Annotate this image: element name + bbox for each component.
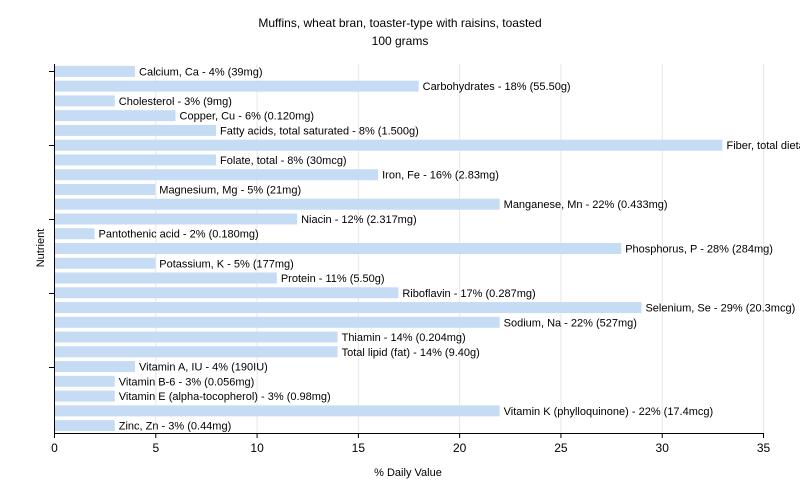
bar — [54, 316, 500, 328]
axes: 0 5 10 15 20 25 30 35 — [49, 64, 770, 455]
bar-label: Vitamin B-6 - 3% (0.056mg) — [119, 376, 255, 388]
bar — [54, 302, 642, 314]
bar — [54, 110, 176, 122]
bar-label: Fiber, total dietary - 33% (8.2g) — [726, 140, 800, 152]
bar — [54, 272, 277, 284]
bar-label: Vitamin A, IU - 4% (190IU) — [139, 362, 268, 374]
bar — [54, 257, 156, 269]
x-tick-label: 5 — [152, 441, 159, 455]
bar-label: Vitamin E (alpha-tocopherol) - 3% (0.98m… — [119, 391, 331, 403]
bar — [54, 65, 136, 77]
bar-label: Magnesium, Mg - 5% (21mg) — [159, 184, 301, 196]
bar — [54, 183, 156, 195]
bar — [54, 375, 115, 387]
bar-label: Riboflavin - 17% (0.287mg) — [402, 288, 535, 300]
bar — [54, 331, 338, 343]
bar-label: Phosphorus, P - 28% (284mg) — [625, 244, 773, 256]
x-tick-label: 0 — [51, 441, 58, 455]
bar-label: Vitamin K (phylloquinone) - 22% (17.4mcg… — [504, 406, 714, 418]
bar-label: Fatty acids, total saturated - 8% (1.500… — [220, 125, 419, 137]
x-tick-label: 30 — [656, 441, 670, 455]
bar — [54, 346, 338, 358]
bar-label: Total lipid (fat) - 14% (9.40g) — [342, 347, 480, 359]
x-axis-label: % Daily Value — [374, 467, 442, 479]
bar-label: Copper, Cu - 6% (0.120mg) — [180, 111, 315, 123]
bar — [54, 361, 136, 373]
bar-label: Carbohydrates - 18% (55.50g) — [423, 81, 571, 93]
bars: Calcium, Ca - 4% (39mg) Carbohydrates - 1… — [54, 65, 800, 433]
bar — [54, 198, 500, 210]
bar — [54, 139, 723, 151]
bar-label: Calcium, Ca - 4% (39mg) — [139, 66, 262, 78]
x-tick-label: 35 — [757, 441, 771, 455]
x-tick-label: 10 — [250, 441, 264, 455]
bar — [54, 169, 379, 181]
bar — [54, 420, 115, 432]
bar-label: Niacin - 12% (2.317mg) — [301, 214, 417, 226]
bar-label: Zinc, Zn - 3% (0.44mg) — [119, 421, 231, 433]
chart-subtitle: 100 grams — [372, 34, 429, 48]
bar-label: Iron, Fe - 16% (2.83mg) — [382, 170, 499, 182]
bar — [54, 154, 217, 166]
x-tick-label: 25 — [554, 441, 568, 455]
chart-title: Muffins, wheat bran, toaster-type with r… — [258, 16, 541, 30]
bar-label: Cholesterol - 3% (9mg) — [119, 96, 232, 108]
bar-label: Manganese, Mn - 22% (0.433mg) — [504, 199, 668, 211]
bar — [54, 390, 115, 402]
bar — [54, 228, 95, 240]
x-tick-label: 15 — [352, 441, 366, 455]
bar — [54, 243, 622, 254]
bar-label: Pantothenic acid - 2% (0.180mg) — [99, 229, 259, 241]
bar — [54, 124, 217, 136]
y-axis-label: Nutrient — [35, 229, 47, 268]
bar-label: Protein - 11% (5.50g) — [281, 273, 385, 285]
bar-label: Sodium, Na - 22% (527mg) — [504, 317, 637, 329]
bar — [54, 80, 419, 92]
bar — [54, 95, 115, 107]
bar-label: Potassium, K - 5% (177mg) — [159, 258, 293, 270]
bar — [54, 287, 399, 299]
x-tick-label: 20 — [453, 441, 467, 455]
bar — [54, 213, 298, 225]
bar-label: Selenium, Se - 29% (20.3mcg) — [645, 303, 795, 315]
bar-label: Folate, total - 8% (30mcg) — [220, 155, 347, 167]
bar-label: Thiamin - 14% (0.204mg) — [342, 332, 466, 344]
bar — [54, 405, 500, 417]
